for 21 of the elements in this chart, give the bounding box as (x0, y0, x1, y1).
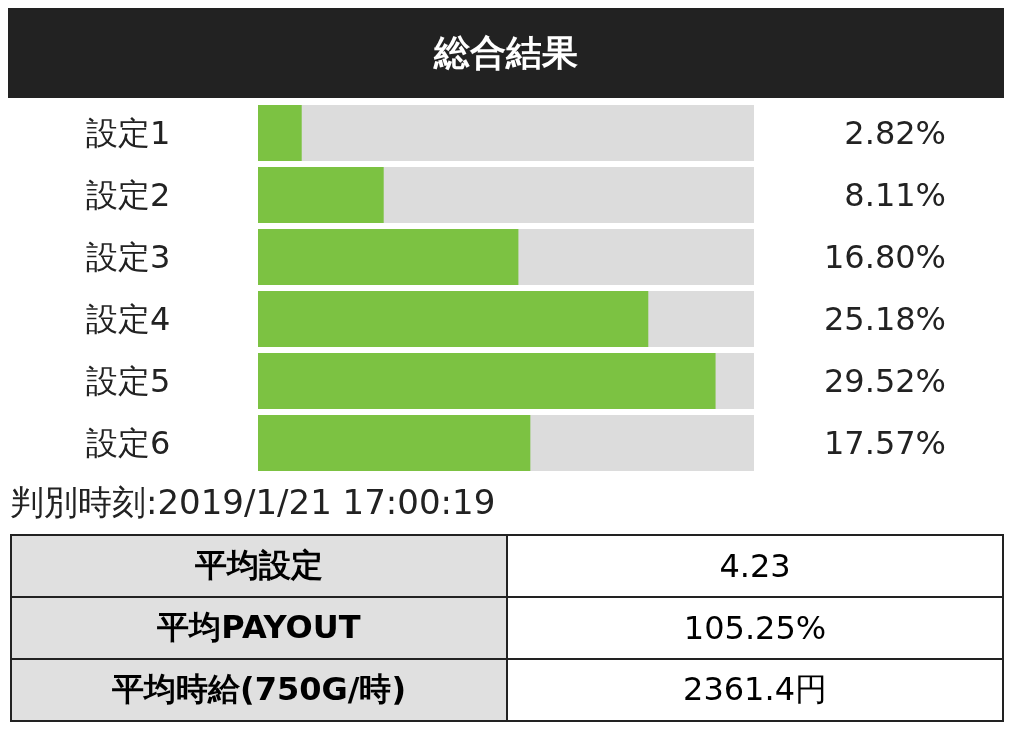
y-tick-label: 設定1 (86, 114, 171, 152)
bar (258, 105, 302, 161)
y-tick-label: 設定5 (86, 362, 171, 400)
data-label: 29.52% (823, 362, 946, 400)
data-label: 25.18% (823, 300, 946, 338)
text: 判別時刻:2019/1/21 17:00:19 (10, 481, 497, 524)
data-label: 16.80% (823, 238, 946, 276)
text: 平均時給(750G/時) (11, 659, 507, 721)
text: 4.23 (507, 535, 1003, 597)
text: 平均PAYOUT (11, 597, 507, 659)
text: 平均設定 (11, 535, 507, 597)
text: 105.25% (507, 597, 1003, 659)
y-tick-label: 設定6 (86, 424, 171, 462)
y-tick-label: 設定2 (86, 176, 171, 214)
data-label: 8.11% (844, 176, 946, 214)
y-tick-label: 設定3 (86, 238, 171, 276)
chart-title: 総合結果 (8, 8, 1004, 98)
text: 2361.4円 (507, 659, 1003, 721)
data-label: 17.57% (823, 424, 946, 462)
data-label: 2.82% (844, 114, 946, 152)
y-tick-label: 設定4 (86, 300, 171, 338)
